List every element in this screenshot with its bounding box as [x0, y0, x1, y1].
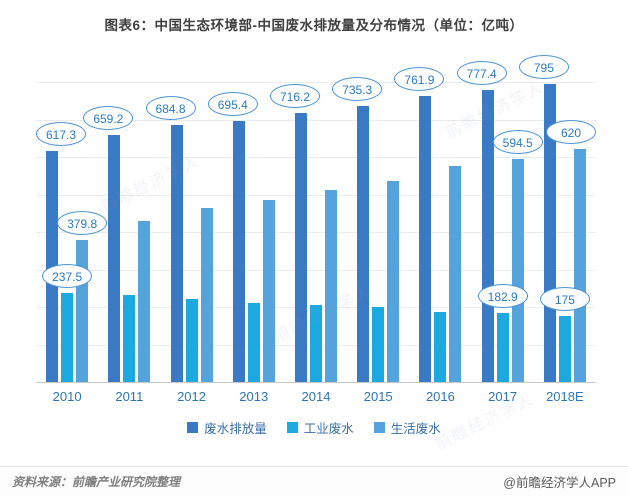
bar-industrial-2016 [434, 312, 447, 382]
data-label-industrial-2018e: 175 [539, 287, 590, 311]
data-label-total-2012: 684.8 [145, 96, 196, 120]
x-label-2016: 2016 [425, 389, 455, 404]
legend-label-total: 废水排放量 [204, 422, 267, 436]
bar-industrial-2013 [247, 303, 260, 382]
data-label-total-2018e: 795 [518, 55, 569, 79]
bar-domestic-2010 [76, 240, 89, 382]
gridline [36, 232, 596, 233]
legend-item-industrial: 工业废水 [286, 418, 354, 437]
x-label-2014: 2014 [301, 389, 331, 404]
gridline [36, 157, 596, 158]
gridline [36, 194, 596, 196]
data-label-domestic-2010: 379.8 [57, 211, 108, 235]
legend-item-total: 废水排放量 [187, 418, 267, 437]
x-label-2018e: 2018E [546, 389, 584, 404]
chart-legend: 废水排放量 工业废水 生活废水 [0, 418, 628, 437]
bar-domestic-2017 [511, 159, 524, 382]
bar-domestic-2013 [262, 200, 275, 382]
data-label-total-2017: 777.4 [456, 61, 507, 85]
x-axis-labels: 2010 2011 2012 2013 2014 2015 2016 2017 2018E [36, 389, 596, 404]
data-label-total-2010: 617.3 [36, 122, 86, 146]
x-label-2012: 2012 [177, 389, 206, 404]
footer: 资料来源：前瞻产业研究院整理 @前瞻经济学人APP [0, 466, 628, 496]
bar-total-2014 [295, 113, 307, 382]
bar-domestic-2016 [449, 166, 462, 382]
gridline [36, 269, 596, 271]
bar-total-2012 [170, 125, 183, 382]
bar-industrial-2010 [61, 293, 74, 382]
data-label-total-2011: 659.2 [83, 106, 134, 130]
data-label-total-2013: 695.4 [207, 92, 258, 116]
x-label-2011: 2011 [115, 389, 144, 404]
source-note: 资料来源：前瞻产业研究院整理 [12, 475, 181, 489]
data-label-total-2015: 735.3 [332, 77, 383, 101]
bar-domestic-2012 [200, 208, 213, 382]
legend-swatch-total [187, 422, 199, 433]
chart-title: 图表6：中国生态环境部-中国废水排放量及分布情况（单位：亿吨） [104, 18, 524, 33]
data-label-domestic-2017: 594.5 [492, 130, 543, 154]
bar-total-2016 [419, 96, 432, 382]
bar-industrial-2012 [185, 299, 198, 382]
x-label-2010: 2010 [52, 389, 82, 404]
bar-industrial-2017 [496, 313, 509, 382]
data-label-domestic-2018e: 620 [546, 120, 596, 144]
bar-industrial-2015 [372, 307, 385, 382]
bar-industrial-2018e [558, 316, 571, 382]
bar-industrial-2011 [123, 295, 136, 382]
legend-label-domestic: 生活废水 [390, 422, 441, 436]
bar-domestic-2018e [573, 149, 586, 382]
legend-item-domestic: 生活废水 [373, 418, 441, 437]
bar-total-2013 [232, 121, 245, 382]
legend-swatch-industrial [286, 422, 298, 433]
bar-domestic-2014 [325, 190, 337, 382]
x-label-2013: 2013 [239, 389, 269, 404]
bar-total-2015 [357, 106, 370, 382]
plot-area: 617.3 659.2 684.8 695.4 716.2 735.3 761.9 777.4… [36, 52, 596, 383]
data-label-total-2014: 716.2 [270, 84, 320, 108]
x-label-2015: 2015 [363, 389, 393, 404]
credit-note: @前瞻经济学人APP [503, 476, 616, 490]
legend-swatch-domestic [373, 422, 385, 433]
x-label-2017: 2017 [488, 389, 518, 404]
data-label-total-2016: 761.9 [394, 67, 445, 91]
bar-total-2011 [108, 135, 121, 382]
bar-domestic-2015 [387, 181, 400, 382]
gridline [36, 119, 596, 121]
gridline [36, 82, 596, 83]
bar-total-2017 [481, 90, 494, 382]
bar-domestic-2011 [138, 221, 151, 382]
bar-industrial-2014 [310, 305, 322, 382]
legend-label-industrial: 工业废水 [303, 422, 354, 436]
data-label-industrial-2017: 182.9 [477, 284, 528, 308]
data-label-industrial-2010: 237.5 [42, 264, 93, 288]
